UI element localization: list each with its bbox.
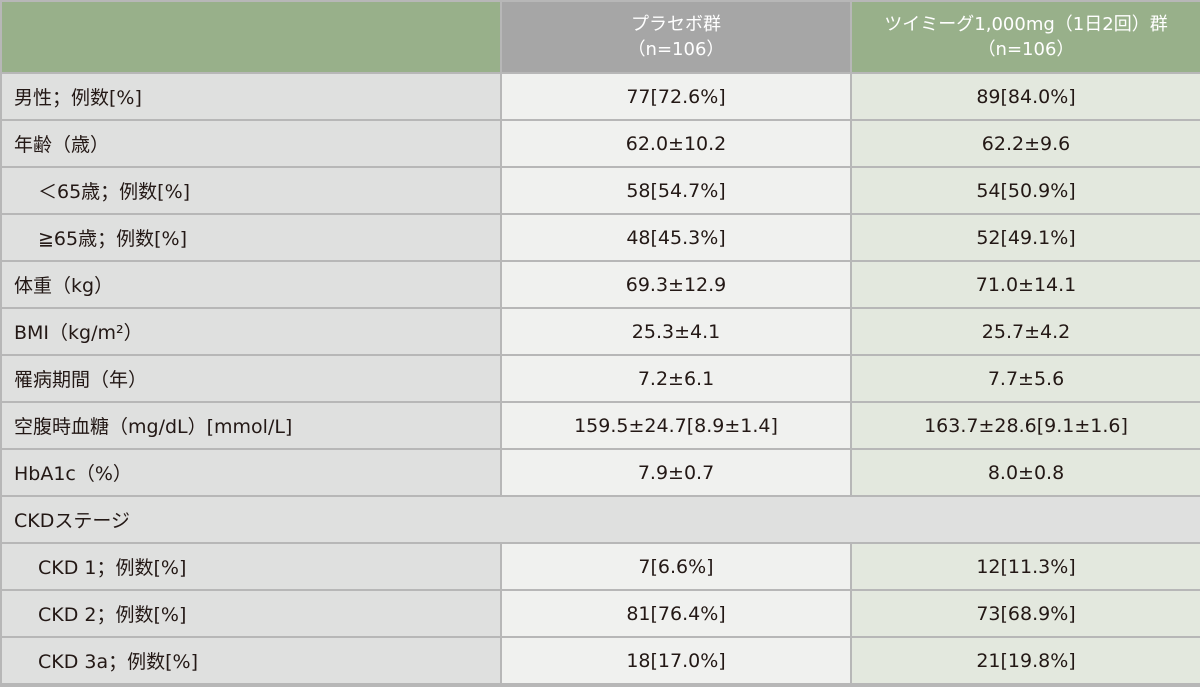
row-label: 年齢（歳） bbox=[0, 119, 502, 168]
section-label: CKDステージ bbox=[0, 495, 1200, 544]
placebo-value: 25.3±4.1 bbox=[500, 307, 852, 356]
row-label: 体重（kg） bbox=[0, 260, 502, 309]
placebo-n: （n=106） bbox=[627, 39, 725, 60]
table-row: CKD 1；例数[%] 7[6.6%] 12[11.3%] bbox=[0, 542, 1200, 591]
header-drug: ツイミーグ1,000mg（1日2回）群 （n=106） bbox=[850, 0, 1200, 74]
placebo-value: 69.3±12.9 bbox=[500, 260, 852, 309]
row-label: 男性；例数[%] bbox=[0, 72, 502, 121]
drug-value: 54[50.9%] bbox=[850, 166, 1200, 215]
table-row: 罹病期間（年） 7.2±6.1 7.7±5.6 bbox=[0, 354, 1200, 403]
placebo-value: 77[72.6%] bbox=[500, 72, 852, 121]
drug-value: 7.7±5.6 bbox=[850, 354, 1200, 403]
placebo-name: プラセボ群 bbox=[631, 14, 721, 35]
drug-value: 52[49.1%] bbox=[850, 213, 1200, 262]
placebo-value: 7.2±6.1 bbox=[500, 354, 852, 403]
section-row: CKDステージ bbox=[0, 495, 1200, 544]
placebo-value: 58[54.7%] bbox=[500, 166, 852, 215]
row-label: BMI（kg/m²） bbox=[0, 307, 502, 356]
placebo-value: 62.0±10.2 bbox=[500, 119, 852, 168]
table-row: ≧65歳；例数[%] 48[45.3%] 52[49.1%] bbox=[0, 213, 1200, 262]
row-label: HbA1c（%） bbox=[0, 448, 502, 497]
drug-value: 62.2±9.6 bbox=[850, 119, 1200, 168]
row-label: ＜65歳；例数[%] bbox=[0, 166, 502, 215]
row-label: CKD 3a；例数[%] bbox=[0, 636, 502, 685]
header-blank bbox=[0, 0, 502, 74]
drug-n: （n=106） bbox=[977, 39, 1075, 60]
drug-value: 25.7±4.2 bbox=[850, 307, 1200, 356]
table-row: 空腹時血糖（mg/dL）[mmol/L] 159.5±24.7[8.9±1.4] 1… bbox=[0, 401, 1200, 450]
placebo-value: 48[45.3%] bbox=[500, 213, 852, 262]
drug-value: 12[11.3%] bbox=[850, 542, 1200, 591]
placebo-value: 7.9±0.7 bbox=[500, 448, 852, 497]
row-label: ≧65歳；例数[%] bbox=[0, 213, 502, 262]
table-row: BMI（kg/m²） 25.3±4.1 25.7±4.2 bbox=[0, 307, 1200, 356]
drug-value: 21[19.8%] bbox=[850, 636, 1200, 685]
row-label: CKD 1；例数[%] bbox=[0, 542, 502, 591]
table-row: 年齢（歳） 62.0±10.2 62.2±9.6 bbox=[0, 119, 1200, 168]
table-row: CKD 2；例数[%] 81[76.4%] 73[68.9%] bbox=[0, 589, 1200, 638]
drug-value: 89[84.0%] bbox=[850, 72, 1200, 121]
placebo-value: 159.5±24.7[8.9±1.4] bbox=[500, 401, 852, 450]
drug-name: ツイミーグ1,000mg（1日2回）群 bbox=[884, 14, 1168, 35]
table-row: 体重（kg） 69.3±12.9 71.0±14.1 bbox=[0, 260, 1200, 309]
placebo-value: 81[76.4%] bbox=[500, 589, 852, 638]
row-label: CKD 2；例数[%] bbox=[0, 589, 502, 638]
header-placebo: プラセボ群 （n=106） bbox=[500, 0, 852, 74]
table-row: HbA1c（%） 7.9±0.7 8.0±0.8 bbox=[0, 448, 1200, 497]
drug-value: 73[68.9%] bbox=[850, 589, 1200, 638]
table-row: ＜65歳；例数[%] 58[54.7%] 54[50.9%] bbox=[0, 166, 1200, 215]
drug-value: 8.0±0.8 bbox=[850, 448, 1200, 497]
drug-value: 163.7±28.6[9.1±1.6] bbox=[850, 401, 1200, 450]
header-row: プラセボ群 （n=106） ツイミーグ1,000mg（1日2回）群 （n=106… bbox=[0, 0, 1200, 74]
table-row: 男性；例数[%] 77[72.6%] 89[84.0%] bbox=[0, 72, 1200, 121]
table-row: CKD 3a；例数[%] 18[17.0%] 21[19.8%] bbox=[0, 636, 1200, 685]
placebo-value: 18[17.0%] bbox=[500, 636, 852, 685]
row-label: 空腹時血糖（mg/dL）[mmol/L] bbox=[0, 401, 502, 450]
placebo-value: 7[6.6%] bbox=[500, 542, 852, 591]
drug-value: 71.0±14.1 bbox=[850, 260, 1200, 309]
row-label: 罹病期間（年） bbox=[0, 354, 502, 403]
